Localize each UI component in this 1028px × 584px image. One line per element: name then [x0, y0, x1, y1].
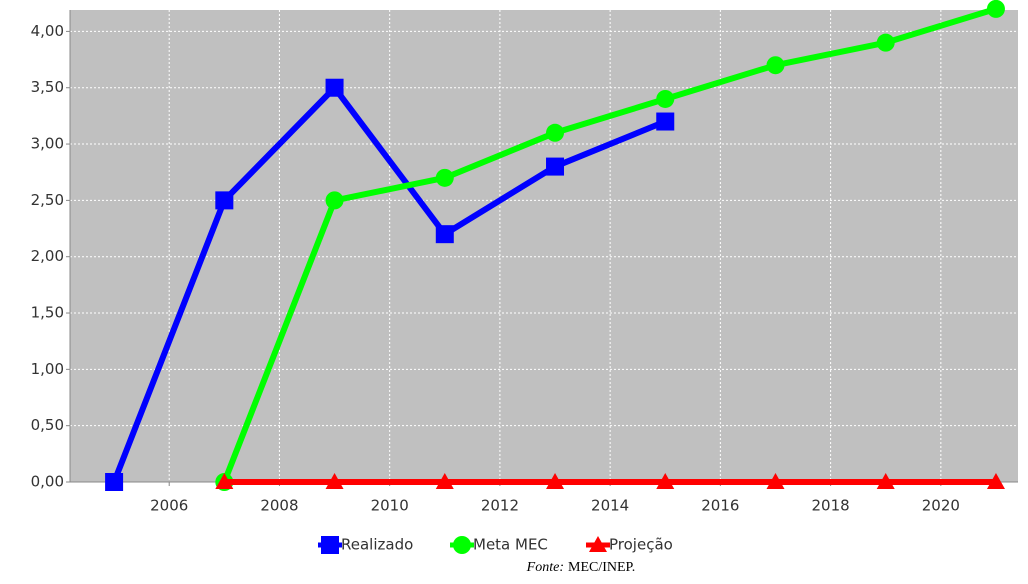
marker: [876, 473, 895, 489]
marker: [546, 473, 565, 489]
x-tick-label: 2010: [371, 497, 409, 515]
marker: [453, 536, 471, 554]
marker: [986, 473, 1005, 489]
y-tick-label: 1,00: [31, 360, 64, 378]
y-tick-label: 2,50: [31, 191, 64, 209]
legend-label: Projeção: [609, 536, 673, 554]
legend-label: Meta MEC: [473, 536, 548, 554]
y-tick-label: 2,00: [31, 247, 64, 265]
x-tick-label: 2006: [150, 497, 188, 515]
y-tick-label: 3,00: [31, 135, 64, 153]
y-tick-label: 0,50: [31, 416, 64, 434]
series-line: [221, 6, 997, 484]
marker: [321, 536, 339, 554]
marker: [546, 157, 565, 176]
x-tick-label: 2018: [812, 497, 850, 515]
x-tick-label: 2012: [481, 497, 519, 515]
marker: [766, 56, 785, 75]
source-text: MEC/INEP.: [568, 560, 635, 575]
marker: [656, 473, 675, 489]
x-tick-label: 2016: [701, 497, 739, 515]
marker: [766, 473, 785, 489]
series-line: [111, 84, 667, 484]
y-tick-label: 3,50: [31, 78, 64, 96]
marker: [325, 78, 344, 97]
y-tick-label: 0,00: [31, 473, 64, 491]
x-tick-label: 2014: [591, 497, 629, 515]
marker: [105, 473, 124, 491]
source-label: Fonte:: [526, 560, 564, 575]
marker: [589, 536, 607, 552]
marker: [546, 123, 565, 142]
plot-background: [70, 10, 1018, 482]
marker: [986, 0, 1005, 18]
marker: [656, 112, 675, 131]
x-tick-label: 2008: [260, 497, 298, 515]
x-tick-label: 2020: [922, 497, 960, 515]
marker: [325, 191, 344, 210]
y-tick-label: 4,00: [31, 22, 64, 40]
marker: [435, 168, 454, 187]
marker: [215, 473, 234, 489]
marker: [656, 89, 675, 108]
marker: [325, 473, 344, 489]
marker: [215, 191, 234, 210]
marker: [876, 33, 895, 52]
marker: [435, 473, 454, 489]
plot-series: [105, 0, 1005, 491]
y-tick-label: 1,50: [31, 304, 64, 322]
marker: [435, 225, 454, 244]
legend-label: Realizado: [341, 536, 413, 554]
